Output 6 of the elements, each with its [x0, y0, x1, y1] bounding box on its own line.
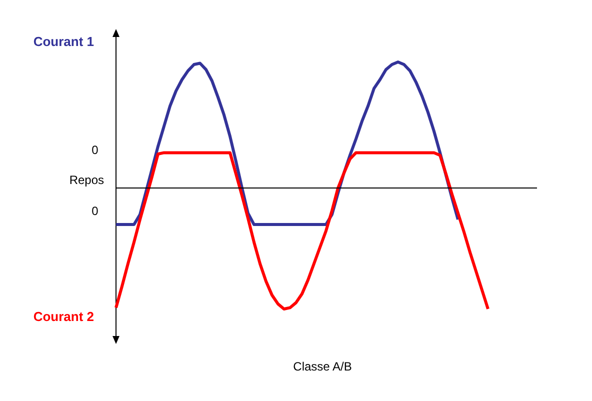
- x-axis-title: Classe A/B: [293, 360, 352, 374]
- text: 0: [92, 143, 99, 157]
- series-label: Courant 2: [33, 309, 94, 324]
- text: Courant 1: [33, 34, 94, 49]
- text: 0: [92, 204, 99, 218]
- ref-line-label: Repos: [69, 173, 104, 187]
